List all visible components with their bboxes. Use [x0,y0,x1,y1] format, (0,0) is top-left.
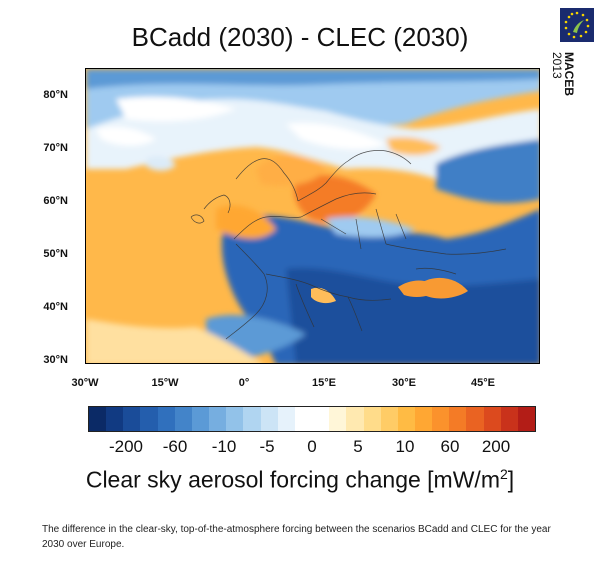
colorbar-swatch [449,407,467,431]
lat-label-50n: 50°N [43,248,68,260]
colorbar-label-0: 0 [307,437,317,456]
colorbar-label-minus5: -5 [259,437,275,456]
colorbar-swatch [174,407,192,431]
colorbar-swatch [157,407,175,431]
colorbar-swatch [483,407,501,431]
colorbar-swatch [277,407,295,431]
forcing-map [85,68,540,364]
colorbar-swatch [466,407,484,431]
colorbar-swatch [363,407,381,431]
lon-label-15w: 15°W [151,377,179,389]
colorbar-label-5: 5 [353,437,363,456]
lon-label-30e: 30°E [392,377,416,389]
colorbar-swatch [500,407,518,431]
lat-label-30n: 30°N [43,354,68,366]
colorbar-swatch [380,407,398,431]
map-field [86,69,539,363]
colorbar-label-minus200: -200 [108,437,144,456]
colorbar-label-10: 10 [395,437,415,456]
maceb-logo-icon [560,8,594,42]
lat-label-70n: 70°N [43,142,68,154]
colorbar-label-60: 60 [440,437,460,456]
lat-label-80n: 80°N [43,89,68,101]
colorbar [88,406,536,432]
colorbar-swatch [329,407,347,431]
colorbar-swatch [346,407,364,431]
maceb-logo-text: MACEB 2013 [550,52,576,162]
colorbar-unit-label: Clear sky aerosol forcing change [mW/m2] [0,466,600,494]
lon-label-0: 0° [238,377,250,389]
colorbar-swatch [106,407,124,431]
colorbar-label-minus60: -60 [162,437,188,456]
colorbar-swatch [140,407,158,431]
colorbar-swatch [89,407,107,431]
colorbar-swatch [517,407,536,431]
lon-label-45e: 45°E [471,377,495,389]
logo-name: MACEB [562,52,576,96]
lat-label-60n: 60°N [43,195,68,207]
colorbar-swatch [226,407,244,431]
colorbar-label-minus10: -10 [211,437,237,456]
lat-label-40n: 40°N [43,301,68,313]
colorbar-swatch [312,407,330,431]
lon-label-15e: 15°E [312,377,336,389]
map-title: BCadd (2030) - CLEC (2030) [131,22,469,52]
unit-close: ] [507,466,515,493]
lon-label-30w: 30°W [71,377,99,389]
colorbar-swatch [414,407,433,431]
colorbar-swatch [243,407,261,431]
colorbar-swatch [294,407,313,431]
colorbar-swatch [123,407,141,431]
colorbar-label-200: 200 [481,437,511,456]
colorbar-swatch [397,407,415,431]
colorbar-swatch [209,407,227,431]
colorbar-swatch [191,407,210,431]
colorbar-swatch [260,407,278,431]
unit-superscript: 2 [499,466,508,482]
figure-caption: The difference in the clear-sky, top-of-… [42,524,551,550]
colorbar-swatch [432,407,450,431]
unit-text: Clear sky aerosol forcing change [mW/m [85,466,500,493]
logo-year: 2013 [550,52,564,79]
